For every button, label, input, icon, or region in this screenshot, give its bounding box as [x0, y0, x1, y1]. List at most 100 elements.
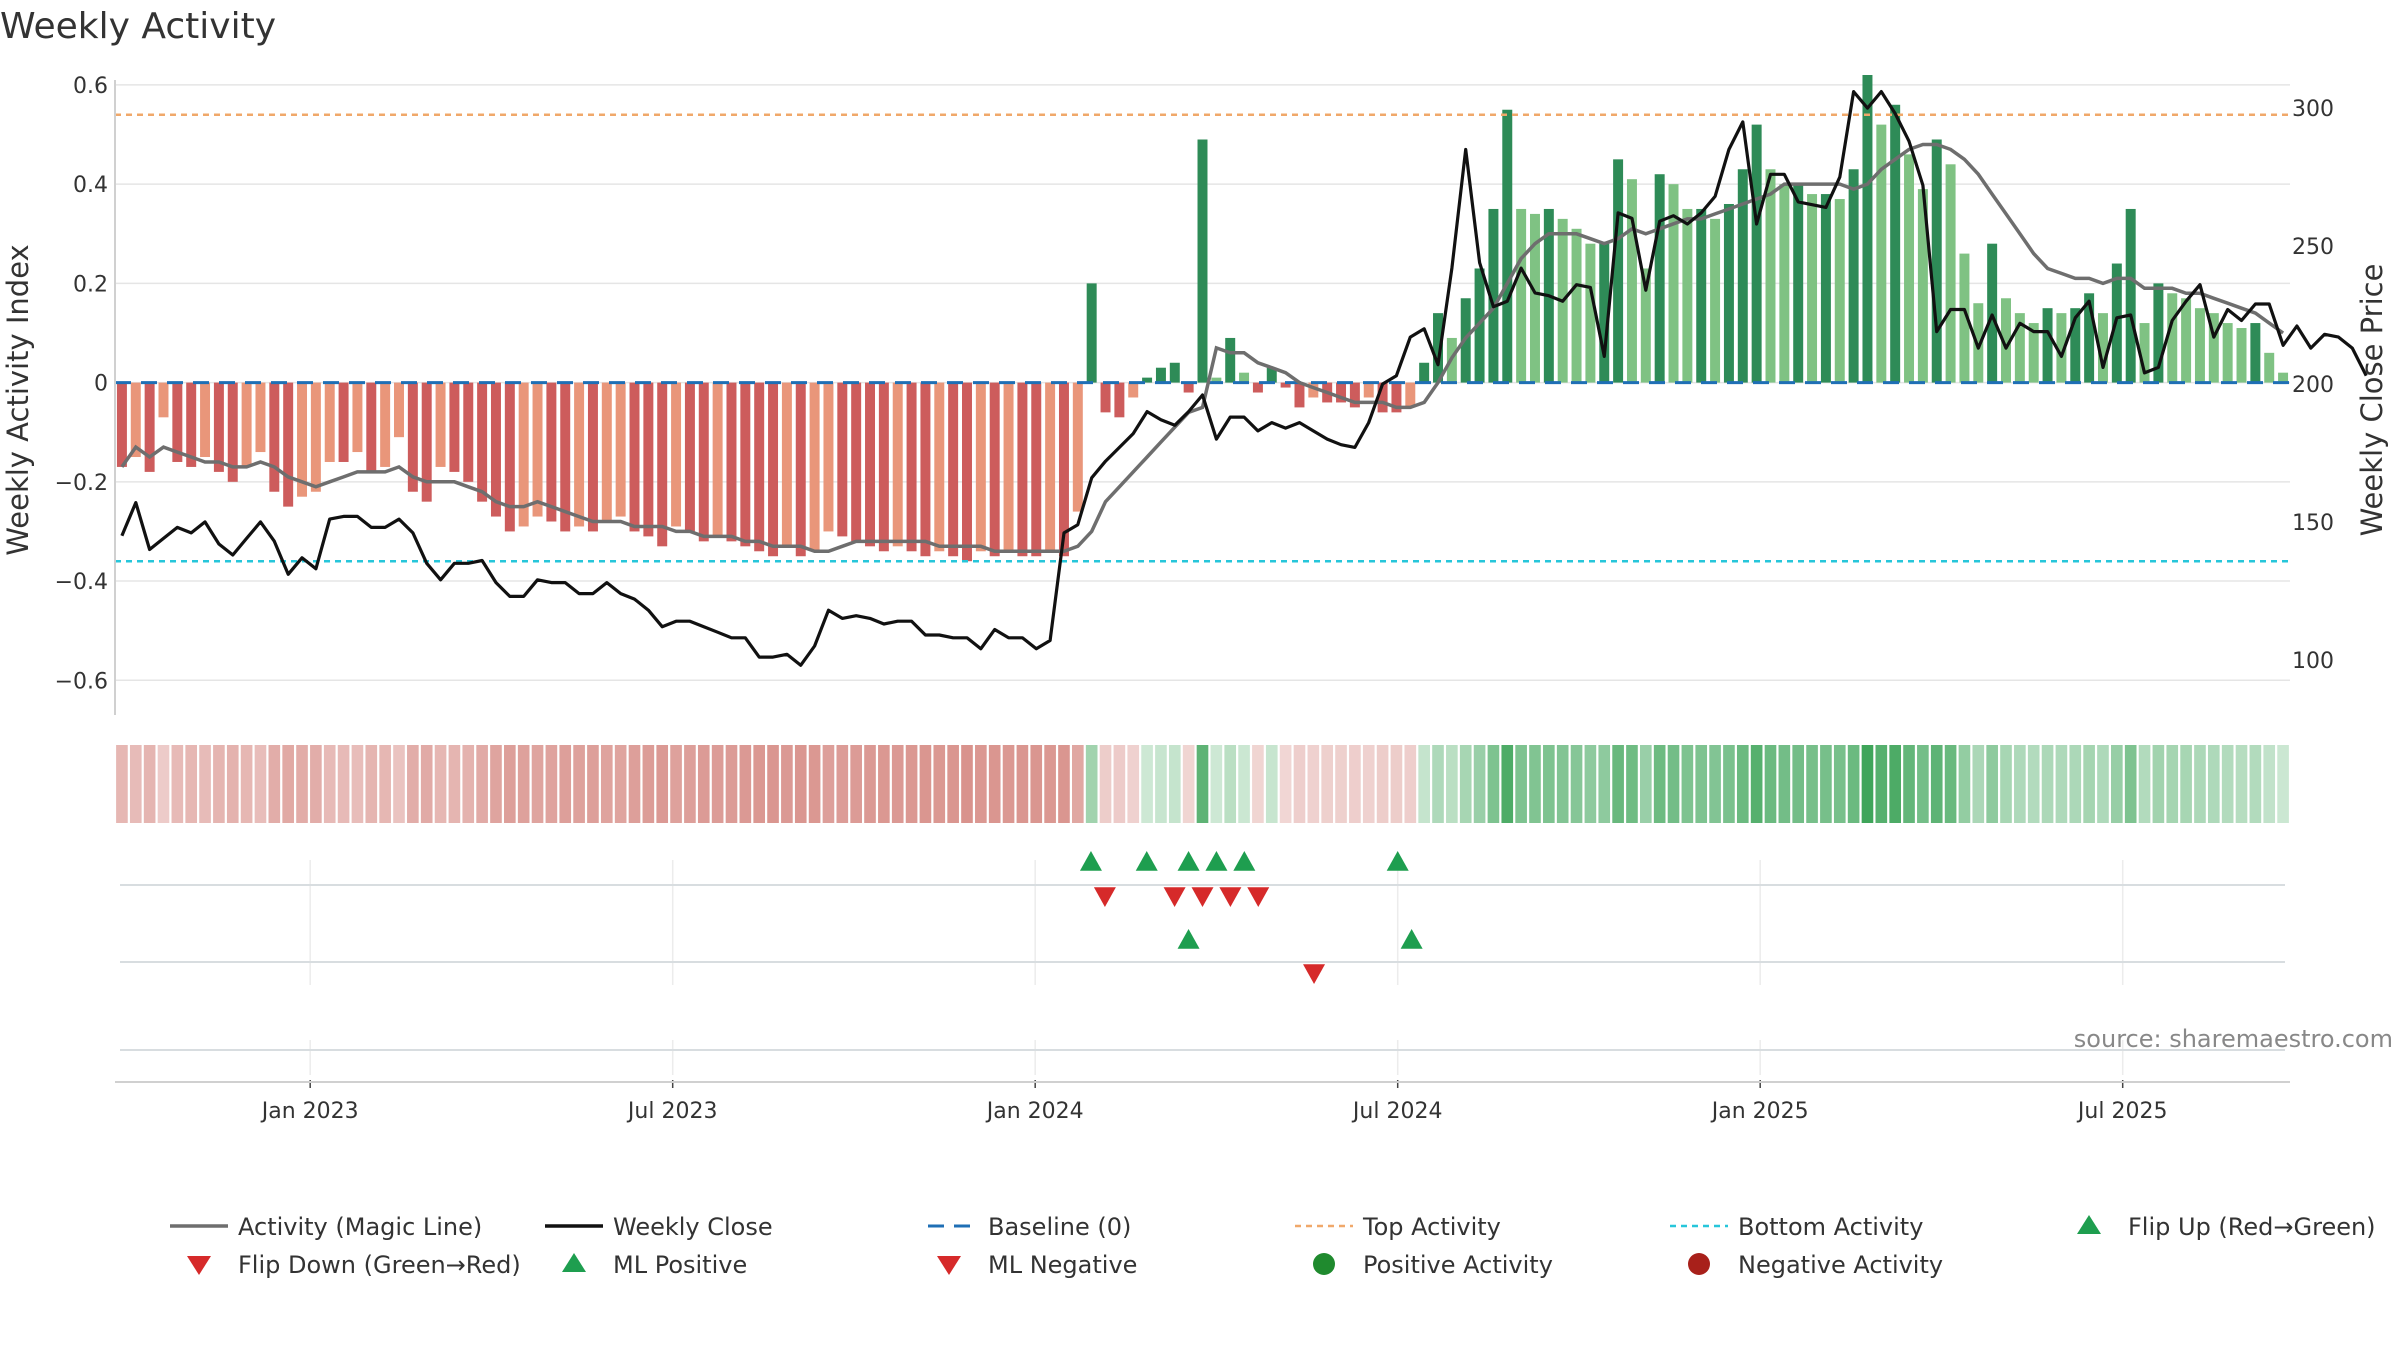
heat-cell	[337, 745, 350, 823]
activity-bar	[1640, 268, 1651, 383]
heat-cell	[1196, 745, 1209, 823]
legend-label: ML Negative	[988, 1251, 1137, 1279]
activity-bar	[1419, 362, 1430, 383]
activity-bar	[1225, 337, 1236, 383]
activity-bar	[1349, 382, 1360, 408]
heat-cell	[351, 745, 364, 823]
activity-bar	[421, 382, 432, 502]
activity-bar	[2181, 298, 2192, 383]
heat-cell	[1030, 745, 1043, 823]
activity-bar	[1239, 372, 1250, 383]
heat-cell	[725, 745, 738, 823]
heat-cell	[185, 745, 198, 823]
activity-bar	[1363, 382, 1374, 398]
activity-bar	[1211, 377, 1222, 383]
activity-bar	[504, 382, 515, 532]
heat-cell	[2194, 745, 2206, 823]
activity-bar	[1876, 124, 1887, 383]
heat-cell	[448, 745, 461, 823]
activity-bar	[116, 382, 127, 467]
heat-cell	[975, 745, 987, 823]
activity-bar	[1987, 243, 1998, 383]
y-axis-label-right: Weekly Close Price	[2355, 264, 2389, 537]
heat-cell	[157, 745, 170, 823]
activity-bar	[463, 382, 474, 482]
heat-cell	[213, 745, 225, 823]
heat-cell	[1986, 745, 1998, 823]
heat-cell	[642, 745, 655, 823]
y-tick-right: 250	[2292, 235, 2334, 260]
activity-bar	[1682, 208, 1693, 383]
activity-bar	[1890, 104, 1901, 383]
heat-cell	[2180, 745, 2192, 823]
activity-bar	[352, 382, 363, 453]
heat-cell	[559, 745, 572, 823]
activity-bar	[1183, 382, 1194, 393]
activity-bar	[1169, 362, 1180, 383]
heat-cell	[1168, 745, 1181, 823]
heat-cell	[1293, 745, 1306, 823]
heat-cell	[656, 745, 669, 823]
ml-positive-marker	[1400, 929, 1423, 949]
activity-bar	[1266, 367, 1277, 383]
activity-bar	[1377, 382, 1388, 413]
activity-bar	[892, 382, 903, 547]
activity-bar	[1585, 243, 1596, 383]
activity-bar	[629, 382, 640, 532]
x-tick-label: Jan 2023	[260, 1099, 359, 1124]
legend-label: Flip Down (Green→Red)	[238, 1251, 521, 1279]
legend: Activity (Magic Line) Weekly Close Baselin…	[170, 1213, 2376, 1279]
activity-bar	[643, 382, 654, 537]
activity-bar	[878, 382, 889, 552]
x-tick-label: Jul 2023	[626, 1099, 718, 1124]
activity-bar	[2125, 208, 2136, 383]
activity-bar	[269, 382, 280, 492]
flip-up-marker	[1386, 851, 1409, 871]
legend-swatch	[562, 1253, 586, 1272]
activity-bar	[962, 382, 972, 562]
heat-cell	[587, 745, 599, 823]
activity-bar	[1072, 382, 1083, 512]
activity-bar	[227, 382, 238, 482]
activity-bar	[2264, 352, 2275, 383]
legend-swatch	[1688, 1253, 1710, 1275]
activity-bar	[255, 382, 266, 453]
heat-cell	[891, 745, 904, 823]
activity-bar	[1931, 139, 1942, 383]
activity-bar	[948, 382, 959, 557]
activity-bar	[1155, 367, 1166, 383]
activity-bar	[781, 382, 792, 547]
heat-cell	[1459, 745, 1472, 823]
activity-bar	[1336, 382, 1347, 403]
heat-cell	[1349, 745, 1361, 823]
heat-cell	[1446, 745, 1458, 823]
heat-cell	[697, 745, 710, 823]
x-tick-label: Jul 2024	[1351, 1099, 1443, 1124]
activity-bar	[407, 382, 418, 492]
activity-bar	[1045, 382, 1056, 552]
activity-bar	[1294, 382, 1305, 408]
activity-bar	[435, 382, 446, 467]
activity-bar	[172, 382, 183, 462]
flip-down-marker	[1219, 887, 1242, 907]
activity-bar	[1031, 382, 1042, 557]
activity-bar	[1765, 169, 1776, 383]
heat-cell	[1695, 745, 1708, 823]
activity-bar	[2028, 323, 2039, 383]
activity-bar	[2070, 308, 2081, 383]
activity-bar	[1654, 174, 1665, 383]
activity-bar	[2208, 313, 2219, 383]
activity-bar	[186, 382, 197, 467]
heat-cell	[1806, 745, 1818, 823]
heat-cell	[1238, 745, 1250, 823]
heat-cell	[1473, 745, 1486, 823]
heat-cell	[1501, 745, 1514, 823]
heat-cell	[240, 745, 253, 823]
heat-cell	[739, 745, 752, 823]
heat-cell	[1058, 745, 1070, 823]
heat-cell	[1432, 745, 1444, 823]
heat-cell	[808, 745, 821, 823]
heat-cell	[2041, 745, 2054, 823]
legend-label: Negative Activity	[1738, 1251, 1943, 1279]
activity-bar	[1391, 382, 1402, 413]
